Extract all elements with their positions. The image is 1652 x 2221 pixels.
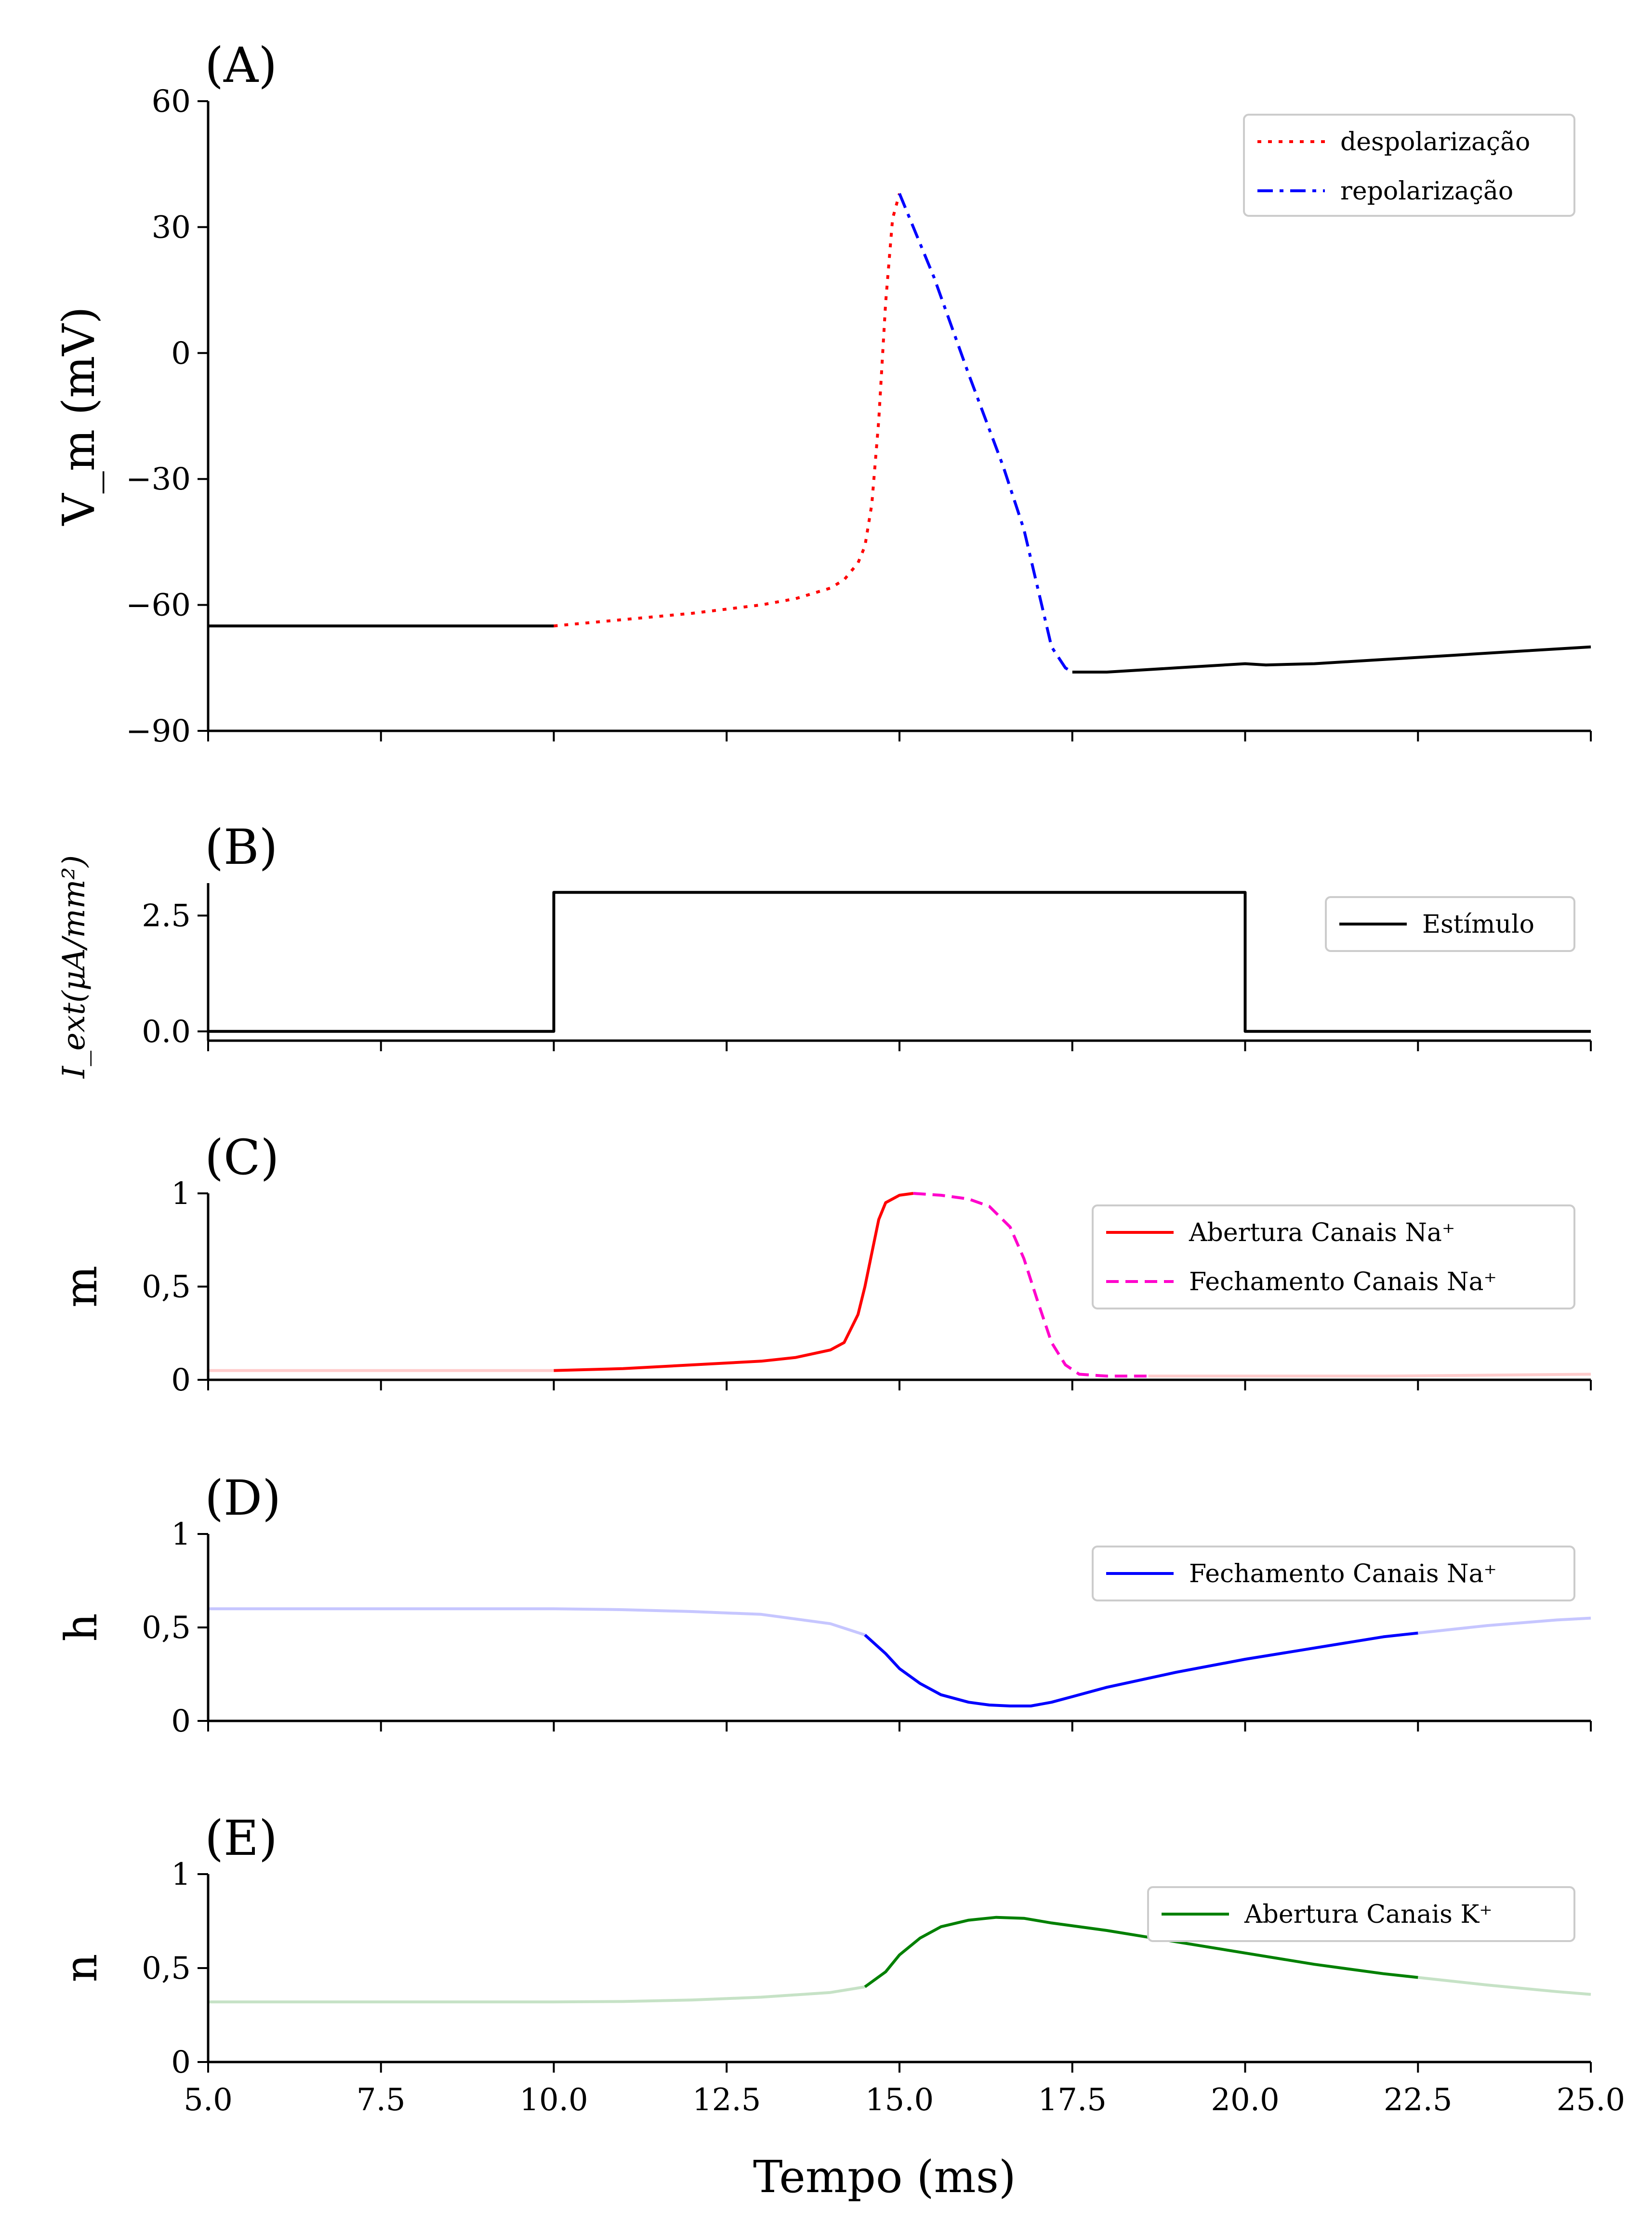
legend-entry: repolarização — [1340, 177, 1513, 206]
legend: Abertura Canais K⁺ — [1147, 1886, 1575, 1942]
legend-entry: Estímulo — [1422, 910, 1534, 939]
y-tick-label: −90 — [126, 714, 191, 749]
y-tick-label: 2.5 — [142, 898, 191, 934]
series-line-3 — [1417, 1616, 1591, 1635]
panel-letter: (E) — [205, 1810, 278, 1866]
y-axis-label: V_m (mV) — [53, 306, 105, 526]
x-tick-label: 25.0 — [1557, 2082, 1626, 2118]
panel-letter: (A) — [205, 37, 277, 93]
legend: Estímulo — [1325, 896, 1575, 952]
legend-entry: despolarização — [1340, 128, 1530, 157]
panel-d: (D) h 0 0,5 1 Fechamento Canais Na⁺ — [55, 1470, 1592, 1739]
panel-letter: (B) — [205, 819, 278, 875]
legend: despolarização repolarização — [1243, 114, 1575, 217]
panels-layer: (A) V_m (mV) −90 −60 −30 0 30 60 despolarização r… — [53, 37, 1625, 2118]
y-tick-label: 0.0 — [142, 1014, 191, 1050]
series-line-4 — [1148, 1373, 1591, 1378]
x-tick-label: 7.5 — [357, 2082, 406, 2118]
series-line-1 — [208, 1607, 866, 1637]
series-line-1 — [208, 1985, 865, 2004]
legend-box — [1325, 896, 1575, 952]
x-tick-label: 22.5 — [1384, 2082, 1453, 2118]
x-tick-label: 5.0 — [184, 2082, 233, 2118]
y-tick-label: 0 — [171, 1704, 191, 1739]
y-tick-label: 60 — [152, 84, 191, 119]
y-tick-label: 0 — [171, 2045, 191, 2080]
y-tick-label: −30 — [126, 462, 191, 497]
legend-box — [1092, 1546, 1575, 1601]
legend: Fechamento Canais Na⁺ — [1092, 1546, 1575, 1601]
y-axis-label: I_ext(μA/mm²) — [56, 855, 92, 1079]
series-line-2 — [864, 1916, 1418, 1988]
panel-a: (A) V_m (mV) −90 −60 −30 0 30 60 despolarização r… — [53, 37, 1592, 749]
series-line-3 — [1417, 1976, 1591, 1996]
legend-box — [1243, 114, 1575, 217]
x-tick-label: 17.5 — [1038, 2082, 1107, 2118]
x-tick-label: 10.0 — [519, 2082, 588, 2118]
legend-entry: Fechamento Canais Na⁺ — [1189, 1560, 1497, 1588]
legend-box — [1092, 1204, 1575, 1309]
series-line-2 — [864, 1631, 1418, 1707]
y-axis-label: h — [55, 1613, 107, 1641]
x-tick-label: 20.0 — [1211, 2082, 1280, 2118]
y-tick-label: 1 — [171, 1517, 191, 1552]
legend: Abertura Canais Na⁺ Fechamento Canais Na⁺ — [1092, 1204, 1575, 1309]
y-tick-label: 0 — [171, 1362, 191, 1398]
series-line-2 — [554, 193, 901, 628]
panel-b: (B) I_ext(μA/mm²) 0.0 2.5 Estímulo — [56, 819, 1592, 1079]
panel-c: (C) m 0 0,5 1 Abertura Canais Na⁺ Fechamento C… — [55, 1129, 1592, 1398]
y-tick-label: 1 — [171, 1857, 191, 1892]
panel-e: (E) n 0 0,5 1 Abertura Canais K⁺ 5.0 7.5 10.0 12.… — [55, 1810, 1625, 2118]
x-axis-label: Tempo (ms) — [753, 2151, 1016, 2203]
y-axis-label: m — [55, 1266, 107, 1308]
panel-letter: (D) — [205, 1470, 281, 1526]
series-line-4 — [1072, 645, 1591, 674]
x-tick-label: 15.0 — [865, 2082, 934, 2118]
y-tick-label: 0,5 — [142, 1269, 191, 1305]
y-tick-label: 30 — [152, 210, 191, 245]
y-tick-label: 0,5 — [142, 1610, 191, 1646]
series-line-2 — [554, 1192, 914, 1372]
y-tick-label: −60 — [126, 588, 191, 623]
legend-entry: Abertura Canais Na⁺ — [1189, 1218, 1455, 1247]
x-tick-label: 12.5 — [692, 2082, 761, 2118]
series-line-1 — [208, 891, 1591, 1033]
series-line-3 — [898, 193, 1073, 674]
series-line-3 — [913, 1192, 1149, 1378]
legend-entry: Fechamento Canais Na⁺ — [1189, 1268, 1497, 1296]
legend-entry: Abertura Canais K⁺ — [1244, 1900, 1493, 1929]
y-tick-label: 0,5 — [142, 1951, 191, 1986]
panel-letter: (C) — [205, 1129, 279, 1186]
y-axis-label: n — [55, 1954, 107, 1982]
y-tick-label: 1 — [171, 1176, 191, 1212]
legend-box — [1147, 1886, 1575, 1942]
y-tick-label: 0 — [171, 336, 191, 371]
